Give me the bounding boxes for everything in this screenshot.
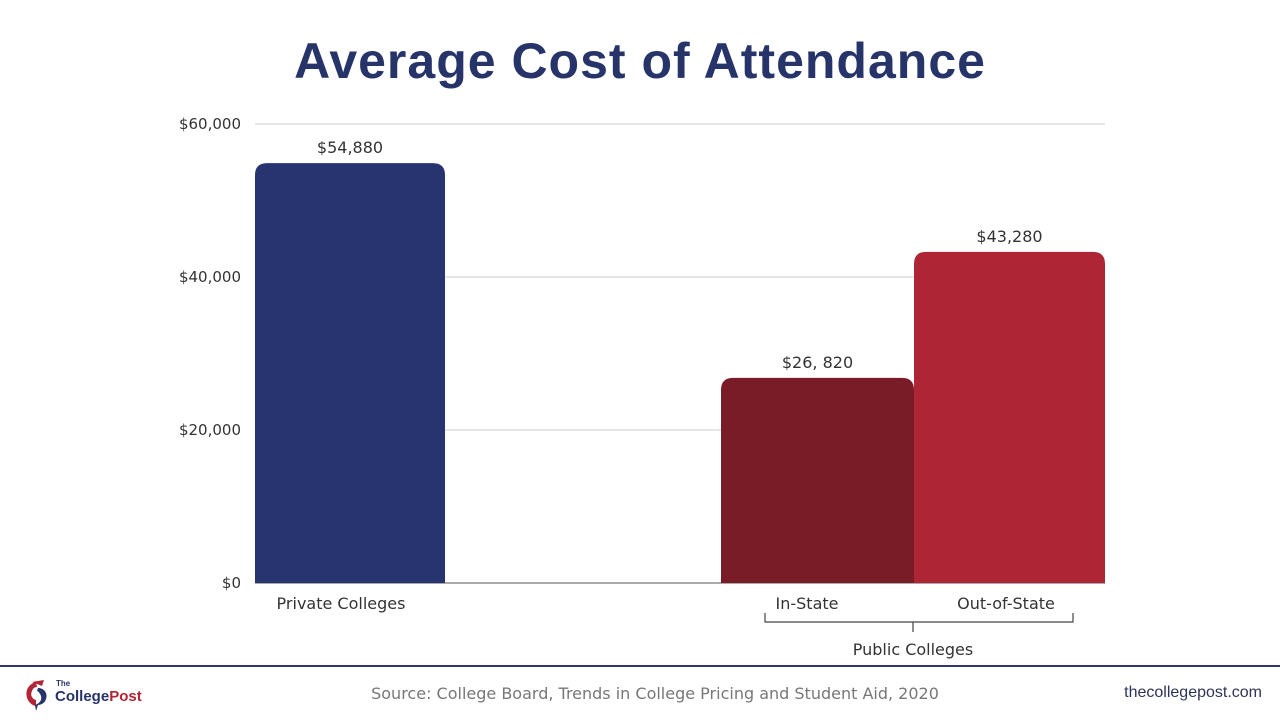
value-label: $43,280 xyxy=(976,227,1042,246)
category-label: In-State xyxy=(776,594,839,613)
group-bracket: Public Colleges xyxy=(764,613,1074,659)
logo-college: College xyxy=(55,688,110,705)
category-label: Out-of-State xyxy=(957,594,1055,613)
y-tick-label: $40,000 xyxy=(179,268,241,286)
bracket-line xyxy=(764,613,1074,632)
bar-chart: $0$20,000$40,000$60,000 $54,880$26, 820$… xyxy=(179,115,1105,659)
footer-divider xyxy=(0,665,1280,667)
y-tick-label: $0 xyxy=(222,574,241,592)
bar-in-state xyxy=(721,377,914,583)
chart-title: Average Cost of Attendance xyxy=(294,33,986,89)
logo-post: Post xyxy=(109,688,142,705)
logo-the: The xyxy=(56,679,71,688)
group-label: Public Colleges xyxy=(853,640,973,659)
value-label: $26, 820 xyxy=(782,353,853,372)
y-axis-ticks: $0 $20,000 $40,000 $60,000 xyxy=(179,115,241,592)
y-tick-label: $20,000 xyxy=(179,421,241,439)
source-citation: Source: College Board, Trends in College… xyxy=(371,684,939,703)
bars xyxy=(255,163,1105,583)
value-labels: $54,880 $26, 820 $43,280 xyxy=(317,138,1043,372)
bar-out-of-state xyxy=(914,251,1105,583)
bar-private-colleges xyxy=(255,163,445,583)
category-labels: Private Colleges In-State Out-of-State xyxy=(277,594,1055,613)
college-post-logo[interactable]: The CollegePost xyxy=(22,678,162,712)
logo-name: CollegePost xyxy=(55,688,142,705)
category-label: Private Colleges xyxy=(277,594,406,613)
site-url[interactable]: thecollegepost.com xyxy=(1124,684,1262,701)
logo-icon xyxy=(26,680,47,711)
value-label: $54,880 xyxy=(317,138,383,157)
y-tick-label: $60,000 xyxy=(179,115,241,133)
